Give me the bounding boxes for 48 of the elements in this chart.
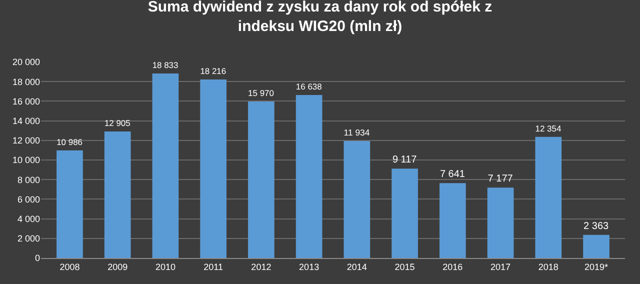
x-tick-label: 2010 — [155, 262, 176, 272]
data-label: 7 177 — [488, 174, 514, 185]
x-tick-label: 2018 — [538, 262, 558, 272]
bar — [56, 150, 83, 258]
bar — [200, 79, 226, 258]
data-label: 18 833 — [152, 60, 179, 70]
y-tick-label: 20 000 — [12, 57, 40, 68]
y-tick-label: 4 000 — [17, 214, 40, 224]
data-label: 16 638 — [296, 81, 322, 92]
bar — [344, 141, 370, 258]
y-tick-label: 18 000 — [12, 76, 40, 87]
bar — [535, 136, 562, 258]
bar — [152, 73, 179, 258]
y-tick-label: 12 000 — [12, 136, 40, 146]
bar — [248, 101, 274, 258]
x-tick-label: 2008 — [60, 262, 80, 272]
x-tick-label: 2011 — [204, 262, 224, 272]
x-tick-label: 2009 — [108, 262, 128, 272]
data-label: 12 905 — [104, 118, 131, 128]
bar — [392, 168, 418, 258]
y-tick-label: 8 000 — [17, 174, 40, 185]
bar — [487, 188, 514, 258]
bar — [440, 183, 466, 258]
x-tick-label: 2013 — [299, 262, 320, 272]
data-label: 18 216 — [200, 66, 226, 76]
x-tick-label: 2016 — [442, 262, 463, 272]
x-tick-label: 2019* — [584, 262, 609, 272]
bar — [583, 234, 610, 258]
data-label: 2 363 — [584, 220, 610, 232]
data-label: 9 117 — [392, 154, 418, 166]
data-label: 7 641 — [440, 169, 466, 180]
data-label: 11 934 — [344, 127, 370, 138]
x-tick-label: 2014 — [346, 262, 367, 272]
chart-title: Suma dywidend z zysku za dany rok od spółek z indeksu WIG20 (mln zł) — [148, 0, 492, 35]
bar — [296, 94, 322, 258]
y-tick-label: 14 000 — [12, 116, 40, 126]
data-label: 15 970 — [248, 88, 274, 98]
bar — [104, 132, 131, 258]
y-tick-label: 0 — [34, 253, 40, 264]
y-tick-label: 2 000 — [17, 234, 40, 244]
x-tick-label: 2015 — [394, 262, 415, 272]
x-tick-label: 2012 — [251, 262, 272, 272]
data-label: 10 986 — [56, 136, 83, 147]
x-tick-label: 2017 — [490, 262, 511, 272]
y-tick-label: 16 000 — [12, 96, 40, 106]
y-tick-label: 6 000 — [17, 194, 40, 204]
data-label: 12 354 — [535, 123, 562, 134]
y-tick-label: 10 000 — [12, 155, 40, 166]
